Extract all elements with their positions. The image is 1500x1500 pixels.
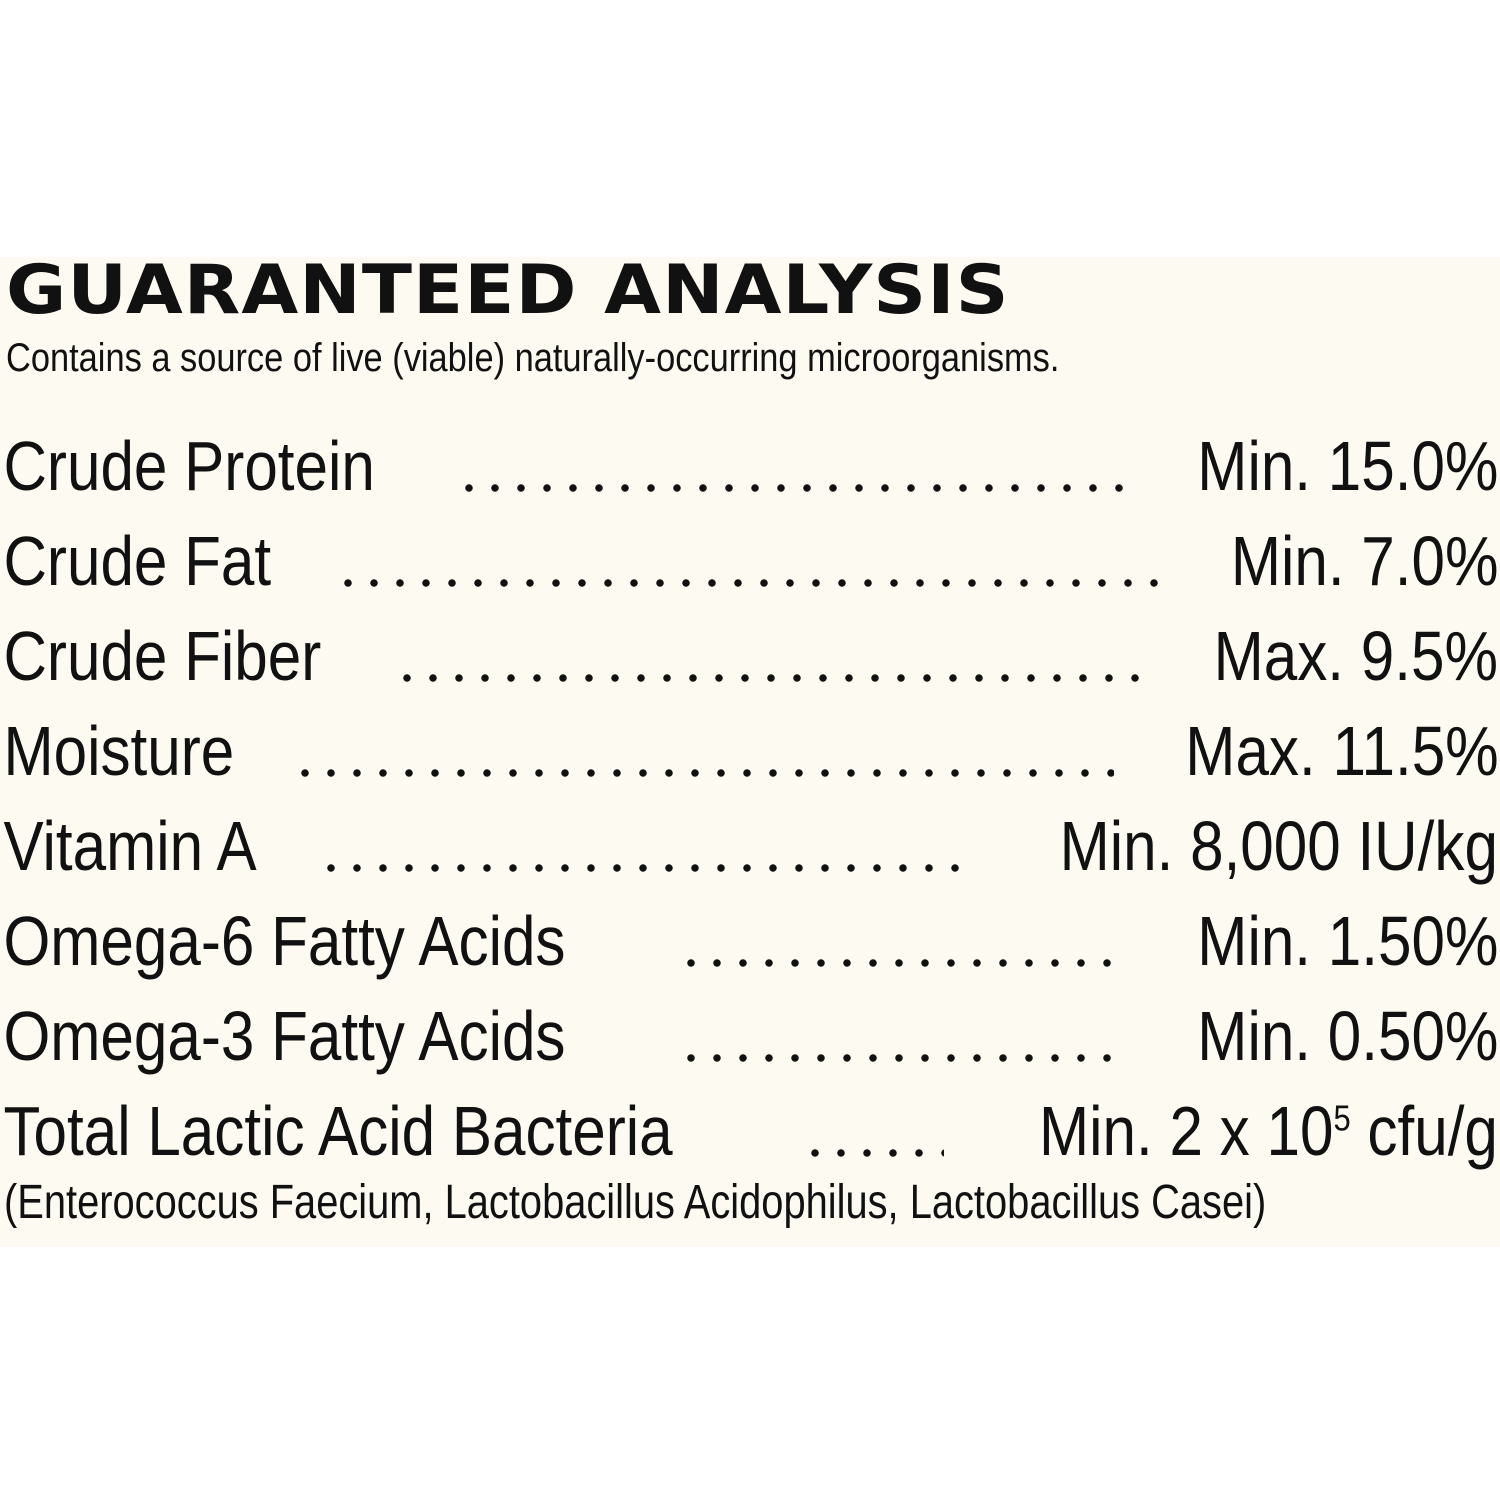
analysis-row-omega-6: Omega-6 Fatty Acids Min. 1.50% xyxy=(0,893,1500,988)
nutrient-name: Crude Fiber xyxy=(3,616,322,695)
analysis-row-crude-fiber: Crude Fiber Max. 9.5% xyxy=(0,608,1500,703)
nutrient-value: Min. 15.0% xyxy=(1197,426,1499,505)
nutrient-name: Crude Fat xyxy=(3,521,272,600)
nutrient-value: Min. 2 x 105 cfu/g xyxy=(1039,1091,1500,1171)
dot-leader xyxy=(802,1090,945,1171)
dot-leader xyxy=(335,520,1167,601)
analysis-row-moisture: Moisture Max. 11.5% xyxy=(0,703,1500,798)
label-title: GUARANTEED ANALYSIS xyxy=(6,251,1010,330)
analysis-row-crude-fat: Crude Fat Min. 7.0% xyxy=(0,513,1500,608)
analysis-row-lactic-acid-bacteria: Total Lactic Acid Bacteria Min. 2 x 105 … xyxy=(0,1083,1500,1178)
value-prefix: Min. 2 x 10 xyxy=(1039,1091,1334,1170)
dot-leader xyxy=(393,615,1148,696)
nutrient-name: Omega-3 Fatty Acids xyxy=(3,996,566,1075)
dot-leader xyxy=(292,710,1114,791)
label-subtitle: Contains a source of live (viable) natur… xyxy=(6,336,1060,380)
nutrient-value: Max. 9.5% xyxy=(1213,616,1499,695)
nutrient-name: Moisture xyxy=(3,711,235,790)
analysis-table: Crude Protein Min. 15.0% Crude Fat Min. … xyxy=(0,418,1500,1178)
value-exponent: 5 xyxy=(1333,1097,1352,1139)
nutrient-value: Max. 11.5% xyxy=(1184,711,1499,790)
nutrient-value: Min. 0.50% xyxy=(1197,996,1499,1075)
analysis-row-vitamin-a: Vitamin A Min. 8,000 IU/kg xyxy=(0,798,1500,893)
nutrient-name: Total Lactic Acid Bacteria xyxy=(3,1091,673,1170)
nutrient-value: Min. 1.50% xyxy=(1197,901,1499,980)
nutrient-name: Crude Protein xyxy=(3,426,375,505)
dot-leader xyxy=(677,995,1128,1076)
dot-leader xyxy=(318,805,969,886)
nutrient-name: Omega-6 Fatty Acids xyxy=(3,901,566,980)
dot-leader xyxy=(455,425,1128,506)
nutrient-value: Min. 8,000 IU/kg xyxy=(1059,806,1499,885)
nutrient-name: Vitamin A xyxy=(3,806,257,885)
dot-leader xyxy=(677,900,1128,981)
bacteria-strains-footnote: (Enterococcus Faecium, Lactobacillus Aci… xyxy=(4,1176,1267,1229)
analysis-row-crude-protein: Crude Protein Min. 15.0% xyxy=(0,418,1500,513)
analysis-row-omega-3: Omega-3 Fatty Acids Min. 0.50% xyxy=(0,988,1500,1083)
value-suffix: cfu/g xyxy=(1351,1091,1499,1170)
nutrient-value: Min. 7.0% xyxy=(1230,521,1499,600)
